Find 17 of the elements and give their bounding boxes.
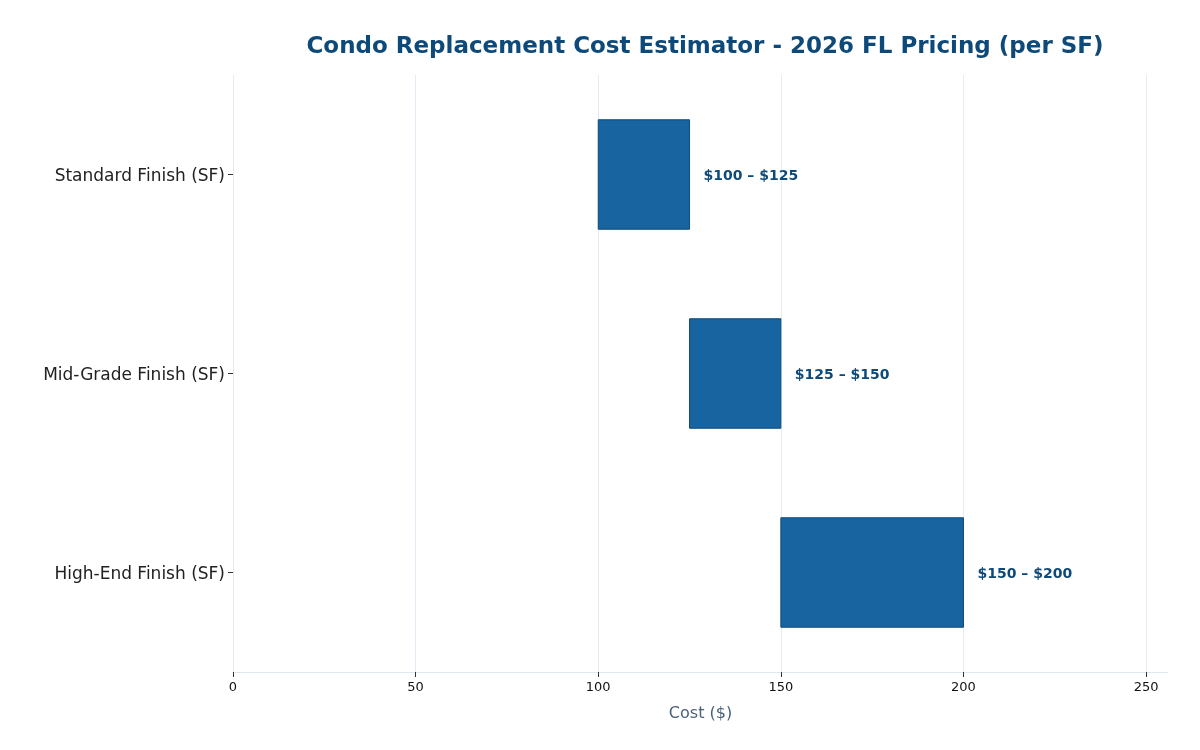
x-tick-label: 0 [228,679,238,694]
annotation: $150 – $200 [977,564,1073,581]
annotation: $100 – $125 [703,166,799,183]
y-tick-label: Standard Finish (SF) [54,164,225,185]
x-tick-label: 150 [768,679,794,694]
chart-title: Condo Replacement Cost Estimator - 2026 FL Pricing (per SF) [306,31,1104,58]
x-tick-label: 50 [407,679,424,694]
bar [597,119,691,230]
y-tick-label: Mid-Grade Finish (SF) [43,363,225,384]
x-tick-label: 200 [951,679,976,694]
annotation: $125 – $150 [794,365,890,382]
bar [780,517,964,628]
x-axis-title: Cost ($) [668,702,733,722]
bar [689,318,782,429]
x-tick-label: 250 [1133,679,1159,694]
x-tick-label: 100 [585,679,611,694]
y-tick-label: High-End Finish (SF) [54,562,225,583]
